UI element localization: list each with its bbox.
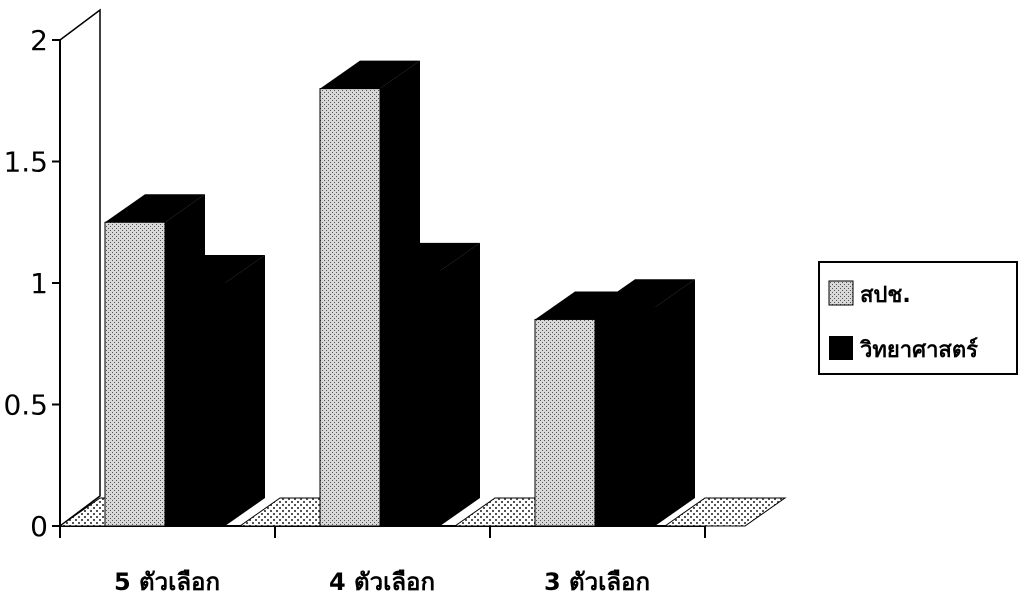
bar-science-2 (594, 279, 695, 527)
x-category-label: 5 ตัวเลือก (114, 568, 220, 596)
bar-front (319, 88, 381, 527)
bar-top (165, 255, 265, 283)
bar-side (440, 242, 480, 526)
y-tick-label: 2 (30, 24, 48, 57)
bar-side (225, 255, 265, 526)
floor-patch (663, 497, 787, 527)
legend-label-spc: สปช. (860, 283, 911, 308)
bar-top (380, 242, 480, 271)
legend-swatch-spc (828, 280, 854, 306)
y-tick-label: 1 (30, 267, 48, 300)
y-tick-label: 1.5 (3, 146, 48, 179)
bar-top (320, 60, 420, 89)
bar-top (105, 194, 205, 223)
x-category-label: 3 ตัวเลือก (544, 568, 650, 596)
bar-science-1 (379, 242, 480, 527)
bar-front (594, 306, 656, 527)
bar-front (164, 282, 226, 527)
bar-front (104, 221, 166, 527)
back-wall (59, 8, 101, 528)
legend-swatch-science (829, 336, 853, 360)
bar-front (379, 270, 441, 527)
y-tick-label: 0.5 (3, 389, 48, 422)
x-category-label: 4 ตัวเลือก (329, 568, 435, 596)
y-tick-label: 0 (30, 510, 48, 543)
bar-front (534, 318, 596, 527)
bar-top (595, 279, 695, 308)
legend: สปช. วิทยาศาสตร์ (818, 261, 1018, 375)
bar-side (655, 279, 695, 526)
bar-science-0 (164, 255, 265, 527)
legend-label-science: วิทยาศาสตร์ (859, 337, 978, 363)
